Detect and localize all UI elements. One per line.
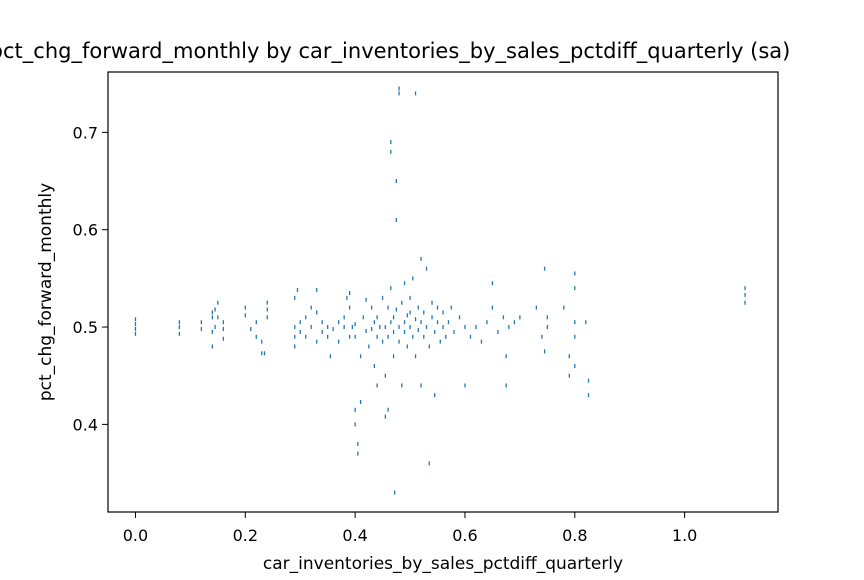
x-tick-label: 0.2	[233, 526, 258, 545]
x-tick-label: 1.0	[672, 526, 697, 545]
y-tick-label: 0.4	[73, 415, 98, 434]
y-tick-label: 0.6	[73, 221, 98, 240]
chart-title: pct_chg_forward_monthly by car_inventori…	[0, 39, 790, 64]
x-axis-ticks: 0.0 0.2 0.4 0.6 0.8 1.0	[123, 512, 697, 545]
x-tick-label: 0.6	[452, 526, 477, 545]
x-axis-label: car_inventories_by_sales_pctdiff_quarter…	[263, 554, 623, 574]
y-axis-ticks: 0.4 0.5 0.6 0.7	[73, 123, 108, 434]
y-tick-label: 0.5	[73, 318, 98, 337]
x-tick-label: 0.0	[123, 526, 148, 545]
axes-frame	[107, 71, 779, 513]
x-tick-label: 0.8	[562, 526, 587, 545]
y-axis-label: pct_chg_forward_monthly	[36, 183, 56, 401]
x-tick-label: 0.4	[342, 526, 367, 545]
plot-area	[134, 86, 746, 495]
y-tick-label: 0.7	[73, 123, 98, 142]
